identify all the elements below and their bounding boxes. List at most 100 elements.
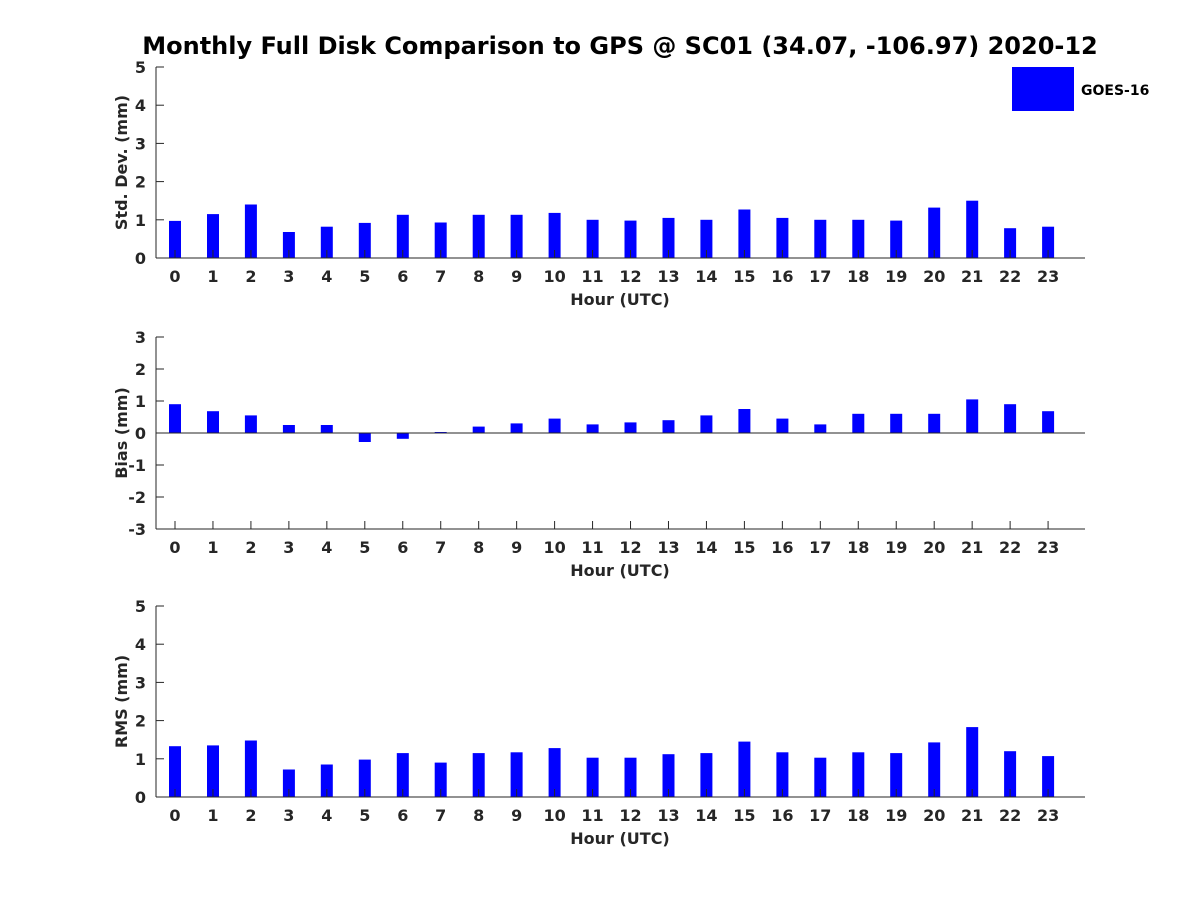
bar [966, 727, 979, 797]
x-tick-label: 0 [169, 267, 180, 286]
bar [358, 222, 371, 258]
x-tick-label: 3 [283, 538, 294, 557]
bar [548, 418, 561, 433]
x-tick-label: 19 [885, 538, 907, 557]
legend: GOES-16 [1012, 67, 1149, 111]
bar [662, 217, 675, 258]
y-tick-label: 4 [135, 635, 146, 654]
bar [586, 219, 599, 258]
bar [700, 219, 713, 258]
x-tick-label: 5 [359, 538, 370, 557]
y-axis-label: Std. Dev. (mm) [112, 95, 131, 230]
bar [700, 753, 713, 797]
x-tick-label: 17 [809, 538, 831, 557]
x-tick-label: 5 [359, 267, 370, 286]
bar [1004, 751, 1017, 797]
x-tick-label: 7 [435, 806, 446, 825]
x-tick-label: 11 [581, 806, 603, 825]
bar [890, 753, 903, 797]
x-tick-label: 10 [543, 267, 565, 286]
bar [320, 425, 333, 433]
x-tick-label: 21 [961, 806, 983, 825]
x-tick-label: 11 [581, 538, 603, 557]
x-tick-label: 6 [397, 806, 408, 825]
x-tick-label: 4 [321, 267, 332, 286]
y-tick-label: 0 [135, 424, 146, 443]
x-tick-label: 13 [657, 538, 679, 557]
bar [169, 746, 181, 797]
y-tick-label: 0 [135, 249, 146, 268]
x-tick-label: 16 [771, 806, 793, 825]
bar [738, 741, 751, 797]
x-tick-label: 1 [207, 267, 218, 286]
x-tick-label: 20 [923, 267, 945, 286]
bar [776, 217, 789, 258]
bar [548, 212, 561, 258]
x-tick-label: 5 [359, 806, 370, 825]
bar [320, 764, 333, 797]
bar [244, 740, 257, 797]
bar [434, 762, 447, 797]
x-tick-label: 4 [321, 538, 332, 557]
bar [738, 209, 751, 258]
x-tick-label: 23 [1037, 538, 1059, 557]
y-tick-label: 4 [135, 96, 146, 115]
x-tick-label: 13 [657, 806, 679, 825]
x-tick-label: 23 [1037, 806, 1059, 825]
bar [814, 219, 827, 258]
x-tick-label: 0 [169, 538, 180, 557]
bar [776, 752, 789, 797]
x-tick-label: 18 [847, 267, 869, 286]
x-tick-label: 13 [657, 267, 679, 286]
bar [434, 222, 447, 258]
x-tick-label: 9 [511, 267, 522, 286]
x-tick-label: 18 [847, 806, 869, 825]
x-tick-label: 23 [1037, 267, 1059, 286]
x-tick-label: 2 [245, 806, 256, 825]
bar [396, 753, 409, 797]
x-tick-label: 15 [733, 806, 755, 825]
y-tick-label: 2 [135, 173, 146, 192]
bar [169, 404, 181, 433]
bar [814, 757, 827, 797]
y-tick-label: -1 [128, 456, 146, 475]
x-tick-label: 18 [847, 538, 869, 557]
y-axis-label: RMS (mm) [112, 655, 131, 748]
x-tick-label: 14 [695, 538, 717, 557]
y-tick-label: 1 [135, 750, 146, 769]
x-tick-label: 22 [999, 806, 1021, 825]
y-tick-label: 0 [135, 788, 146, 807]
bar [282, 769, 295, 797]
x-tick-label: 3 [283, 806, 294, 825]
bar [207, 411, 219, 433]
bar [472, 214, 485, 258]
y-tick-label: -2 [128, 488, 146, 507]
x-tick-label: 3 [283, 267, 294, 286]
bar [510, 423, 523, 433]
x-axis-label: Hour (UTC) [570, 829, 670, 848]
bar [1004, 404, 1017, 433]
x-tick-label: 22 [999, 267, 1021, 286]
x-tick-label: 9 [511, 806, 522, 825]
bar [624, 422, 637, 433]
x-tick-label: 8 [473, 267, 484, 286]
x-tick-label: 19 [885, 267, 907, 286]
bar [738, 409, 751, 433]
bar [624, 220, 637, 258]
x-axis-label: Hour (UTC) [570, 561, 670, 580]
y-tick-label: 1 [135, 211, 146, 230]
y-tick-label: 5 [135, 597, 146, 616]
bar [244, 415, 257, 433]
bar [624, 757, 637, 797]
y-tick-label: 3 [135, 328, 146, 347]
x-tick-label: 17 [809, 806, 831, 825]
bar [928, 413, 941, 433]
bar [662, 420, 675, 433]
x-tick-label: 11 [581, 267, 603, 286]
y-tick-label: -3 [128, 520, 146, 539]
bar [1042, 411, 1055, 433]
bar [700, 415, 713, 433]
bar [586, 757, 599, 797]
